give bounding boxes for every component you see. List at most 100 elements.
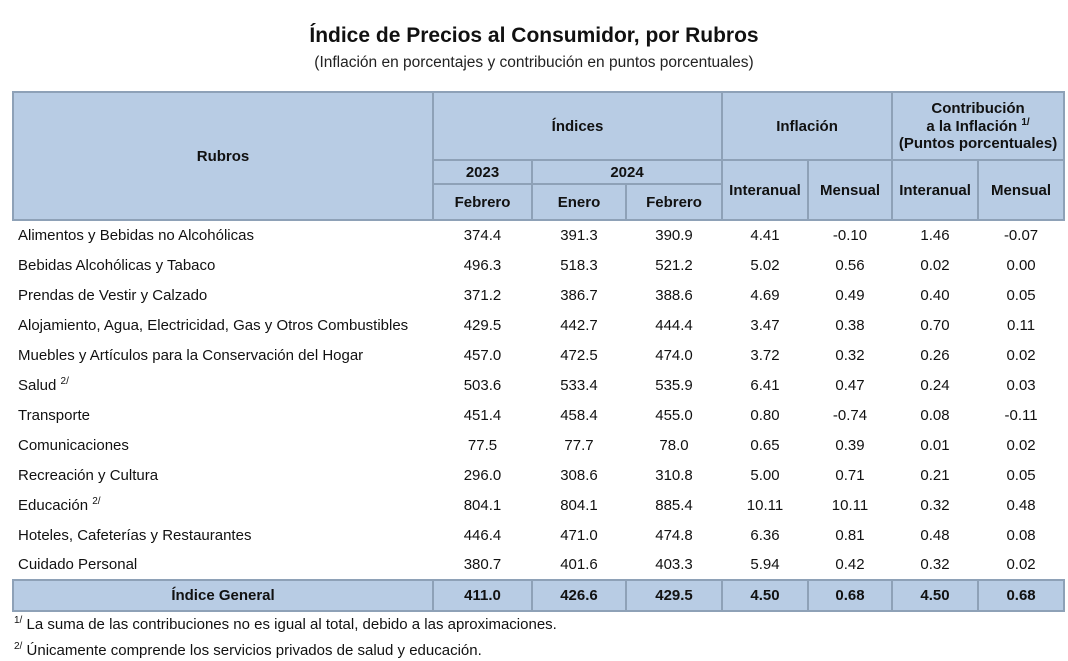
cell-inf_mens: 0.42 — [835, 556, 865, 573]
cell-feb24: 390.9 — [655, 227, 693, 244]
cell-con_mens: -0.11 — [1004, 406, 1038, 424]
cell-inf_inter: 3.72 — [750, 346, 780, 364]
cell-con_mens: 0.05 — [1006, 466, 1036, 484]
cell-feb24: 521.2 — [655, 256, 693, 274]
footnotes: 1/ La suma de las contribuciones no es i… — [14, 608, 557, 660]
header-year-2024: 2024 — [530, 159, 724, 185]
cell-inf_inter: 3.47 — [750, 316, 780, 334]
footnote-ref: 1/ — [1021, 117, 1030, 128]
cell-inf_inter: 0.65 — [750, 436, 780, 454]
table-row: Muebles y Artículos para la Conservación… — [13, 340, 1064, 370]
header-contribucion-line3: (Puntos porcentuales) — [898, 135, 1058, 152]
cell-con_mens: -0.07 — [1003, 227, 1039, 244]
cell-con_mens: 0.03 — [1006, 376, 1036, 394]
cell-ene24: 804.1 — [560, 496, 598, 514]
total-con_inter: 4.50 — [891, 579, 980, 612]
cell-con_inter: 0.08 — [920, 406, 950, 424]
cell-ene24: 391.3 — [560, 227, 598, 244]
header-contribucion-mensual: Mensual — [977, 159, 1066, 221]
cell-inf_mens: 10.11 — [831, 496, 869, 514]
cell-inf_mens: 0.38 — [835, 316, 865, 334]
cell-con_inter: 0.01 — [920, 436, 950, 454]
table-row: Cuidado Personal 380.7 401.6 403.3 5.94 0.42 0… — [13, 550, 1064, 580]
rubro-label: Muebles y Artículos para la Conservación… — [18, 346, 364, 364]
cell-feb24: 474.0 — [655, 346, 693, 364]
table-row: Transporte 451.4 458.4 455.0 0.80 -0.74 0.08 -0… — [13, 400, 1064, 430]
cell-con_mens: 0.05 — [1006, 286, 1036, 304]
rubro-label: Prendas de Vestir y Calzado — [18, 286, 208, 304]
header-contribucion-line1: Contribución — [931, 100, 1025, 117]
cell-feb24: 444.4 — [655, 316, 693, 334]
row-rubro: Alimentos y Bebidas no Alcohólicas — [13, 220, 433, 250]
cell-ene24: 518.3 — [560, 256, 598, 274]
row-rubro: Cuidado Personal — [13, 550, 433, 580]
cell-con_inter: 0.70 — [920, 316, 950, 334]
table-row: Alojamiento, Agua, Electricidad, Gas y O… — [13, 310, 1064, 340]
footnote-1: 1/ La suma de las contribuciones no es i… — [14, 615, 557, 633]
footnote-2: 2/ Únicamente comprende los servicios pr… — [14, 641, 482, 659]
total-inf_inter: 4.50 — [721, 579, 810, 612]
rubro-label: Alojamiento, Agua, Electricidad, Gas y O… — [18, 316, 409, 334]
row-rubro: Hoteles, Cafeterías y Restaurantes — [13, 520, 433, 550]
table-row: Comunicaciones 77.5 77.7 78.0 0.65 0.39 0.01 0.… — [13, 430, 1064, 460]
cell-feb24: 885.4 — [655, 496, 693, 514]
cell-feb23: 77.5 — [467, 436, 498, 454]
row-rubro: Prendas de Vestir y Calzado — [13, 280, 433, 310]
row-rubro: Alojamiento, Agua, Electricidad, Gas y O… — [13, 310, 433, 340]
header-enero-2024: Enero — [531, 183, 627, 221]
cell-feb24: 455.0 — [655, 406, 693, 424]
cpi-table: Rubros Índices Inflación Contribución a … — [12, 91, 1066, 612]
footnote-ref: 2/ — [92, 496, 101, 507]
cell-inf_inter: 10.11 — [746, 496, 784, 514]
rubro-label: Bebidas Alcohólicas y Tabaco — [18, 256, 216, 274]
cell-feb23: 429.5 — [463, 316, 502, 334]
cell-inf_mens: 0.32 — [835, 346, 865, 364]
row-rubro: Transporte — [13, 400, 433, 430]
cell-inf_inter: 5.94 — [750, 556, 780, 573]
total-inf_mens: 0.68 — [807, 579, 894, 612]
table-row: Salud 2/503.6 533.4 535.9 6.41 0.47 0.24 0.03 — [13, 370, 1064, 400]
cell-feb24: 310.8 — [655, 466, 693, 484]
cell-ene24: 386.7 — [560, 286, 598, 304]
cell-con_mens: 0.02 — [1006, 556, 1036, 573]
cell-ene24: 471.0 — [560, 526, 598, 544]
rubro-label: Alimentos y Bebidas no Alcohólicas — [18, 227, 254, 244]
cell-feb24: 388.6 — [655, 286, 693, 304]
total-con_mens: 0.68 — [977, 579, 1066, 612]
header-inflacion-interanual: Interanual — [721, 159, 810, 221]
rubro-label: Comunicaciones — [18, 436, 129, 454]
rubro-label: Recreación y Cultura — [18, 466, 159, 484]
cell-con_mens: 0.02 — [1006, 346, 1036, 364]
cell-con_mens: 0.48 — [1006, 496, 1036, 514]
cell-feb23: 296.0 — [463, 466, 502, 484]
row-rubro: Bebidas Alcohólicas y Tabaco — [13, 250, 433, 280]
cell-con_mens: 0.00 — [1006, 256, 1036, 274]
cell-inf_mens: -0.74 — [832, 406, 868, 424]
total-ene24: 426.6 — [531, 579, 627, 612]
total-row: Índice General 411.0 426.6 429.5 4.50 0.68 4.5… — [12, 579, 1066, 612]
cell-inf_mens: 0.71 — [835, 466, 865, 484]
table-row: Educación 2/804.1 804.1 885.4 10.11 10.11 0.3… — [13, 490, 1064, 520]
cell-feb23: 457.0 — [463, 346, 502, 364]
cell-ene24: 533.4 — [560, 376, 598, 394]
header-contribucion-interanual: Interanual — [891, 159, 980, 221]
header-febrero-2023: Febrero — [432, 183, 533, 221]
table-row: Prendas de Vestir y Calzado 371.2 386.7 388… — [13, 280, 1064, 310]
cell-inf_mens: 0.49 — [835, 286, 865, 304]
table-row: Hoteles, Cafeterías y Restaurantes 446.4 4… — [13, 520, 1064, 550]
header-inflacion-mensual: Mensual — [807, 159, 894, 221]
cell-con_inter: 0.24 — [920, 376, 950, 394]
cell-con_inter: 0.32 — [920, 556, 950, 573]
cell-ene24: 472.5 — [560, 346, 598, 364]
cell-inf_mens: 0.47 — [835, 376, 865, 394]
rubro-label: Cuidado Personal — [18, 556, 138, 573]
cell-ene24: 458.4 — [560, 406, 598, 424]
row-rubro: Salud 2/ — [13, 370, 433, 400]
rubro-label: Transporte — [18, 406, 90, 424]
table-body: Alimentos y Bebidas no Alcohólicas 374.4 3… — [12, 220, 1066, 612]
total-feb24: 429.5 — [624, 579, 724, 612]
cell-con_mens: 0.02 — [1006, 436, 1036, 454]
cell-feb24: 403.3 — [655, 556, 693, 573]
header-rubros: Rubros — [12, 91, 434, 221]
cell-ene24: 442.7 — [560, 316, 598, 334]
